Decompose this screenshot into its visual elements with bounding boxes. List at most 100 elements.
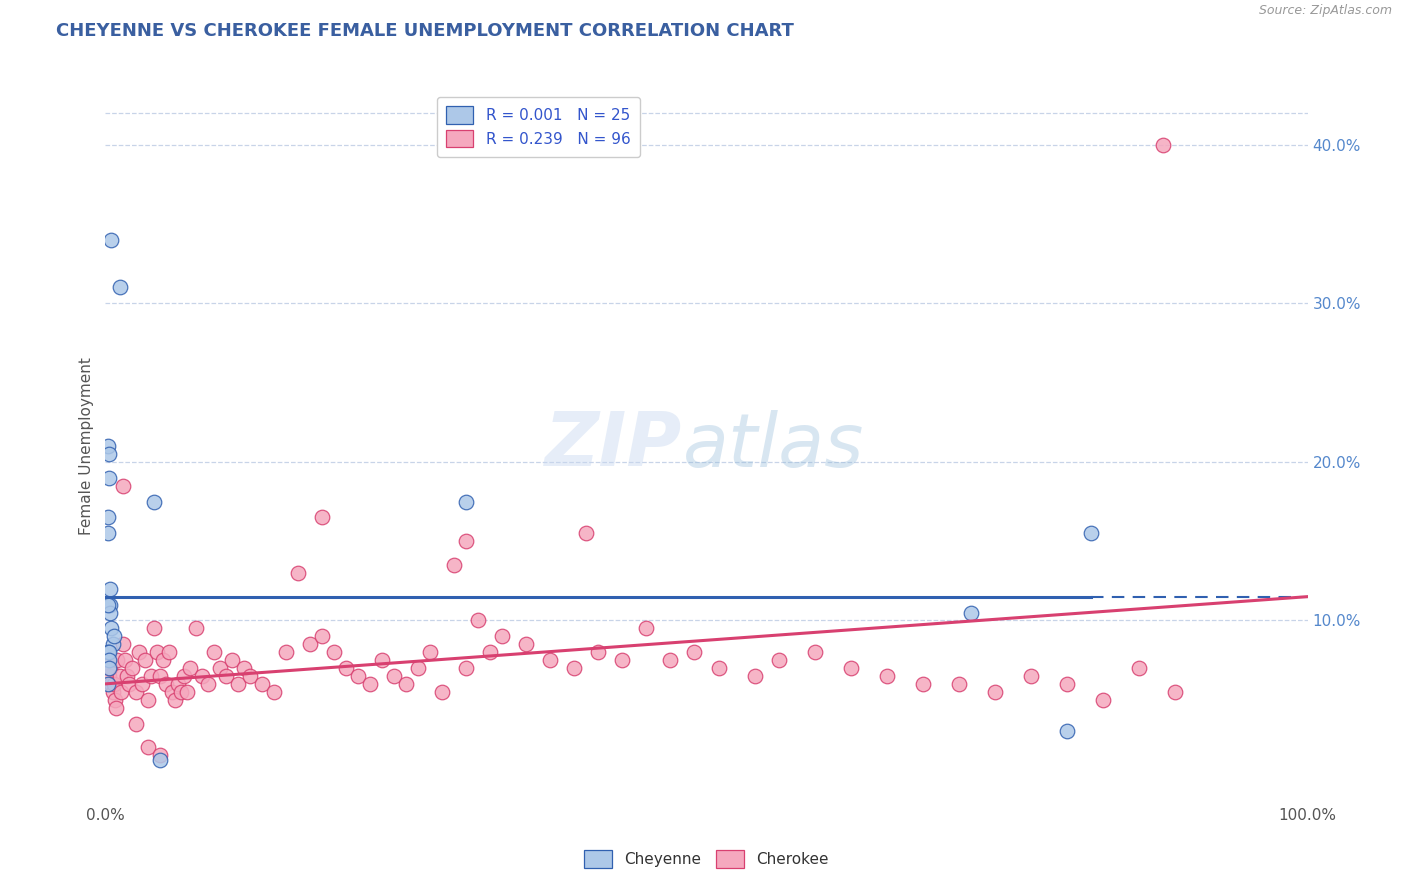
Point	[108, 669, 131, 683]
Point	[97, 526, 120, 541]
Point	[683, 645, 706, 659]
Text: CHEYENNE VS CHEROKEE FEMALE UNEMPLOYMENT CORRELATION CHART: CHEYENNE VS CHEROKEE FEMALE UNEMPLOYMENT…	[56, 22, 794, 40]
Point	[170, 685, 193, 699]
Point	[155, 677, 177, 691]
Text: Source: ZipAtlas.com: Source: ZipAtlas.com	[1258, 4, 1392, 18]
Point	[98, 645, 121, 659]
Point	[221, 653, 243, 667]
Point	[103, 629, 125, 643]
Point	[232, 661, 254, 675]
Point	[612, 653, 634, 667]
Point	[98, 661, 121, 675]
Point	[104, 692, 127, 706]
Text: atlas: atlas	[682, 410, 863, 482]
Point	[114, 653, 136, 667]
Text: ZIP: ZIP	[546, 409, 682, 483]
Point	[160, 685, 183, 699]
Point	[98, 653, 121, 667]
Point	[419, 645, 441, 659]
Point	[98, 598, 121, 612]
Point	[454, 494, 477, 508]
Point	[1056, 677, 1078, 691]
Point	[97, 598, 120, 612]
Point	[911, 677, 934, 691]
Point	[184, 621, 207, 635]
Point	[166, 677, 188, 691]
Point	[960, 606, 983, 620]
Point	[274, 645, 297, 659]
Point	[208, 661, 231, 675]
Point	[322, 645, 344, 659]
Point	[98, 669, 121, 683]
Point	[768, 653, 790, 667]
Point	[97, 510, 120, 524]
Point	[179, 661, 201, 675]
Y-axis label: Female Unemployment: Female Unemployment	[79, 357, 94, 535]
Point	[839, 661, 862, 675]
Point	[214, 669, 236, 683]
Point	[98, 447, 121, 461]
Point	[165, 692, 187, 706]
Point	[371, 653, 394, 667]
Point	[190, 669, 212, 683]
Point	[395, 677, 418, 691]
Point	[515, 637, 537, 651]
Point	[287, 566, 309, 580]
Point	[443, 558, 465, 572]
Point	[124, 685, 146, 699]
Point	[118, 677, 141, 691]
Point	[108, 280, 131, 294]
Point	[107, 653, 129, 667]
Point	[1092, 692, 1115, 706]
Point	[142, 621, 165, 635]
Point	[124, 716, 146, 731]
Point	[659, 653, 682, 667]
Point	[173, 669, 195, 683]
Point	[382, 669, 405, 683]
Point	[148, 748, 170, 763]
Point	[148, 669, 170, 683]
Point	[1080, 526, 1102, 541]
Point	[1164, 685, 1187, 699]
Point	[467, 614, 489, 628]
Point	[1152, 137, 1174, 152]
Point	[152, 653, 174, 667]
Point	[575, 526, 598, 541]
Point	[239, 669, 262, 683]
Point	[98, 582, 121, 596]
Point	[101, 685, 124, 699]
Point	[112, 637, 135, 651]
Point	[984, 685, 1007, 699]
Point	[136, 692, 159, 706]
Point	[176, 685, 198, 699]
Point	[98, 471, 121, 485]
Point	[226, 677, 249, 691]
Point	[134, 653, 156, 667]
Point	[98, 661, 121, 675]
Point	[335, 661, 357, 675]
Point	[197, 677, 219, 691]
Point	[146, 645, 169, 659]
Point	[744, 669, 766, 683]
Point	[479, 645, 502, 659]
Point	[1128, 661, 1150, 675]
Point	[588, 645, 610, 659]
Point	[562, 661, 585, 675]
Point	[311, 510, 333, 524]
Point	[298, 637, 321, 651]
Point	[110, 685, 132, 699]
Point	[128, 645, 150, 659]
Point	[100, 677, 122, 691]
Point	[97, 439, 120, 453]
Point	[100, 233, 122, 247]
Point	[112, 478, 135, 492]
Point	[139, 669, 162, 683]
Legend: Cheyenne, Cherokee: Cheyenne, Cherokee	[578, 844, 835, 873]
Point	[121, 661, 143, 675]
Point	[115, 669, 138, 683]
Point	[98, 606, 121, 620]
Point	[101, 637, 124, 651]
Point	[311, 629, 333, 643]
Point	[105, 700, 128, 714]
Point	[636, 621, 658, 635]
